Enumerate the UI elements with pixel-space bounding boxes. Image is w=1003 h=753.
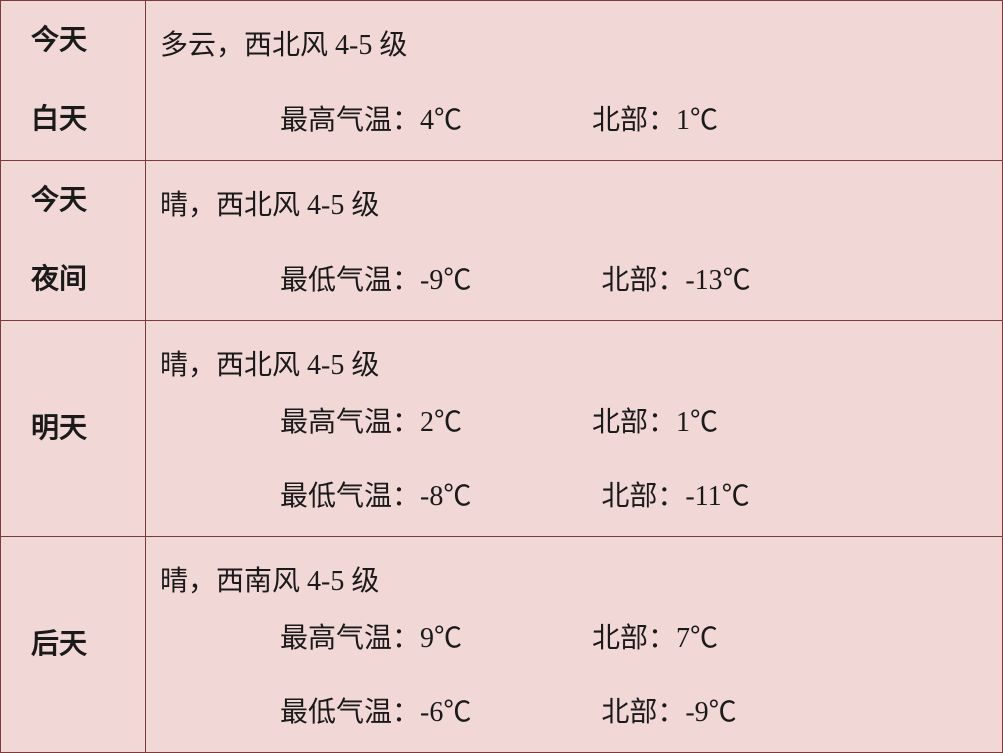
forecast-body-cell: 多云，西北风 4-5 级 最高气温：4℃ 北部：1℃	[146, 1, 1003, 161]
forecast-body-cell: 晴，西北风 4-5 级 最低气温：-9℃ 北部：-13℃	[146, 161, 1003, 321]
condition-text: 晴，西北风 4-5 级	[160, 343, 992, 383]
table-row: 今天 白天 多云，西北风 4-5 级 最高气温：4℃ 北部：1℃	[1, 1, 1003, 161]
condition-text: 晴，西南风 4-5 级	[160, 559, 992, 599]
temp-main: 最高气温：4℃	[280, 98, 462, 138]
forecast-table: 今天 白天 多云，西北风 4-5 级 最高气温：4℃ 北部：1℃	[0, 0, 1003, 753]
temp-north: 北部：1℃	[592, 400, 718, 440]
temp-north: 北部：1℃	[592, 98, 718, 138]
period-label-line2: 夜间	[31, 266, 145, 294]
temp-row: 最低气温：-8℃ 北部：-11℃	[160, 474, 992, 514]
temp-row: 最低气温：-6℃ 北部：-9℃	[160, 690, 992, 730]
temp-main: 最低气温：-9℃	[280, 258, 471, 298]
table-row: 明天 晴，西北风 4-5 级 最高气温：2℃ 北部：1℃ 最低气温：-8℃	[1, 321, 1003, 537]
period-label-line2: 白天	[31, 106, 145, 134]
temp-main: 最低气温：-8℃	[280, 474, 471, 514]
condition-text: 晴，西北风 4-5 级	[160, 183, 992, 223]
period-label-line1: 今天	[31, 187, 145, 215]
temp-north: 北部：-11℃	[601, 474, 749, 514]
period-cell: 今天 夜间	[1, 161, 146, 321]
table-row: 今天 夜间 晴，西北风 4-5 级 最低气温：-9℃ 北部：-13℃	[1, 161, 1003, 321]
table-row: 后天 晴，西南风 4-5 级 最高气温：9℃ 北部：7℃ 最低气温：-6℃	[1, 537, 1003, 753]
temp-main: 最高气温：9℃	[280, 616, 462, 656]
temp-north: 北部：-13℃	[601, 258, 750, 298]
period-cell: 后天	[1, 537, 146, 753]
period-cell: 今天 白天	[1, 1, 146, 161]
temp-north: 北部：-9℃	[601, 690, 736, 730]
temp-row: 最高气温：4℃ 北部：1℃	[160, 98, 992, 138]
condition-text: 多云，西北风 4-5 级	[160, 23, 992, 63]
forecast-body-cell: 晴，西南风 4-5 级 最高气温：9℃ 北部：7℃ 最低气温：-6℃ 北部：-9…	[146, 537, 1003, 753]
temp-row: 最低气温：-9℃ 北部：-13℃	[160, 258, 992, 298]
period-cell: 明天	[1, 321, 146, 537]
period-label-line1: 明天	[31, 415, 145, 443]
period-label-line1: 今天	[31, 27, 145, 55]
forecast-table-container: 今天 白天 多云，西北风 4-5 级 最高气温：4℃ 北部：1℃	[0, 0, 1003, 753]
temp-row: 最高气温：2℃ 北部：1℃	[160, 400, 992, 440]
temp-main: 最高气温：2℃	[280, 400, 462, 440]
period-label-line1: 后天	[31, 631, 145, 659]
temp-row: 最高气温：9℃ 北部：7℃	[160, 616, 992, 656]
forecast-body-cell: 晴，西北风 4-5 级 最高气温：2℃ 北部：1℃ 最低气温：-8℃ 北部：-1…	[146, 321, 1003, 537]
temp-main: 最低气温：-6℃	[280, 690, 471, 730]
temp-north: 北部：7℃	[592, 616, 718, 656]
